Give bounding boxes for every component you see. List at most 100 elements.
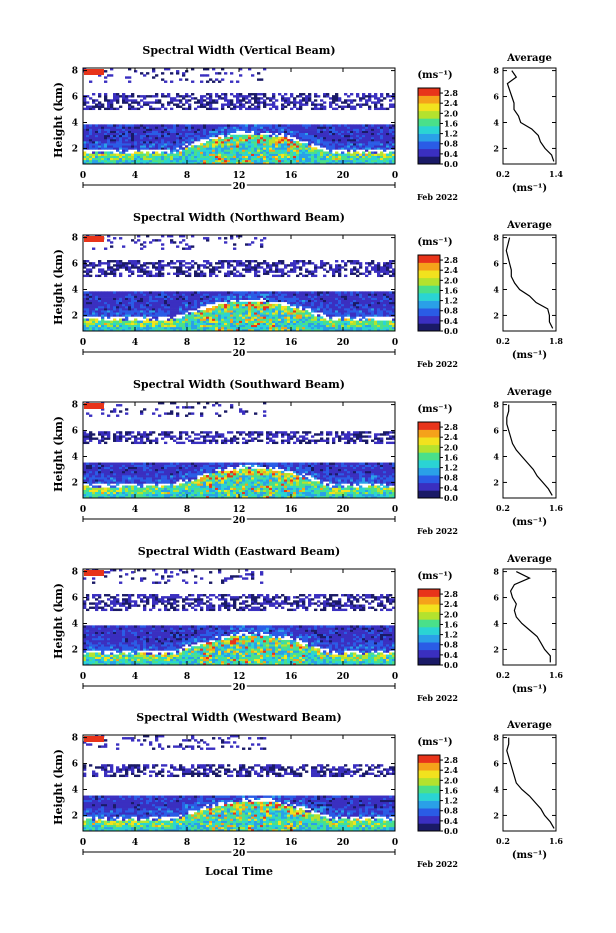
heatmap-cell [254, 135, 257, 137]
heatmap-cell [137, 270, 140, 272]
heatmap-cell [371, 133, 374, 135]
heatmap-cell [227, 308, 230, 310]
heatmap-cell [221, 312, 224, 314]
heatmap-cell [269, 266, 272, 268]
heatmap-cell [329, 304, 332, 306]
heatmap-cell [353, 291, 356, 293]
heatmap-cell [236, 293, 239, 295]
heatmap-cell [113, 270, 116, 272]
heatmap-cell [152, 300, 155, 302]
heatmap-cell [266, 137, 269, 139]
heatmap-cell [143, 268, 146, 270]
heatmap-cell [212, 268, 215, 270]
heatmap-cell [188, 248, 191, 250]
heatmap-cell [332, 323, 335, 325]
heatmap-cell [197, 131, 200, 133]
heatmap-cell [125, 323, 128, 325]
heatmap-cell [290, 124, 293, 126]
heatmap-cell [200, 300, 203, 302]
heatmap-cell [365, 141, 368, 143]
heatmap-cell [371, 135, 374, 137]
heatmap-cell [233, 316, 236, 318]
heatmap-cell [116, 97, 119, 99]
heatmap-cell [176, 296, 179, 298]
heatmap-cell [278, 131, 281, 133]
heatmap-cell [197, 325, 200, 327]
heatmap-cell [221, 314, 224, 316]
heatmap-cell [248, 314, 251, 316]
heatmap-cell [221, 156, 224, 158]
heatmap-cell [257, 266, 260, 268]
heatmap-cell [266, 273, 269, 275]
heatmap-cell [332, 156, 335, 158]
heatmap-cell [308, 156, 311, 158]
heatmap-cell [332, 101, 335, 103]
heatmap-cell [176, 99, 179, 101]
heatmap-cell [359, 99, 362, 101]
heatmap-cell [230, 310, 233, 312]
heatmap-cell [194, 270, 197, 272]
heatmap-cell [263, 135, 266, 137]
heatmap-cell [380, 131, 383, 133]
heatmap-cell [356, 310, 359, 312]
heatmap-cell [296, 318, 299, 320]
heatmap-cell [158, 139, 161, 141]
heatmap-cell [200, 126, 203, 128]
heatmap-cell [125, 149, 128, 151]
heatmap-cell [128, 106, 131, 108]
heatmap-cell [263, 101, 266, 103]
heatmap-cell [323, 262, 326, 264]
heatmap-cell [194, 137, 197, 139]
heatmap-cell [143, 95, 146, 97]
heatmap-cell [386, 93, 389, 95]
heatmap-cell [110, 101, 113, 103]
heatmap-cell [347, 296, 350, 298]
heatmap-cell [350, 291, 353, 293]
heatmap-cell [98, 108, 101, 110]
heatmap-cell [86, 312, 89, 314]
heatmap-cell [215, 262, 218, 264]
heatmap-cell [266, 126, 269, 128]
heatmap-cell [197, 296, 200, 298]
heatmap-cell [212, 314, 215, 316]
heatmap-cell [245, 316, 248, 318]
heatmap-cell [95, 99, 98, 101]
heatmap-cell [317, 137, 320, 139]
heatmap-cell [152, 308, 155, 310]
heatmap-cell [311, 308, 314, 310]
heatmap-cell [338, 141, 341, 143]
heatmap-cell [380, 158, 383, 160]
heatmap-cell [305, 143, 308, 145]
heatmap-cell [248, 321, 251, 323]
heatmap-cell [242, 95, 245, 97]
heatmap-cell [149, 160, 152, 162]
y-axis-label: Height (km) [52, 82, 65, 158]
heatmap-cell [284, 264, 287, 266]
heatmap-cell [305, 101, 308, 103]
heatmap-cell [251, 156, 254, 158]
heatmap-cell [302, 160, 305, 162]
heatmap-cell [218, 296, 221, 298]
heatmap-cell [296, 124, 299, 126]
heatmap-cell [179, 129, 182, 131]
heatmap-cell [116, 126, 119, 128]
heatmap-cell [173, 97, 176, 99]
heatmap-cell [302, 264, 305, 266]
heatmap-cell [146, 131, 149, 133]
heatmap-cell [152, 126, 155, 128]
heatmap-cell [332, 145, 335, 147]
heatmap-cell [380, 141, 383, 143]
heatmap-cell [332, 141, 335, 143]
heatmap-cell [197, 264, 200, 266]
heatmap-cell [332, 306, 335, 308]
heatmap-cell [245, 296, 248, 298]
heatmap-cell [215, 306, 218, 308]
heatmap-cell [209, 106, 212, 108]
heatmap-cell [359, 139, 362, 141]
heatmap-cell [380, 296, 383, 298]
heatmap-cell [284, 139, 287, 141]
heatmap-cell [266, 308, 269, 310]
heatmap-cell [293, 101, 296, 103]
heatmap-cell [206, 160, 209, 162]
heatmap-cell [284, 306, 287, 308]
